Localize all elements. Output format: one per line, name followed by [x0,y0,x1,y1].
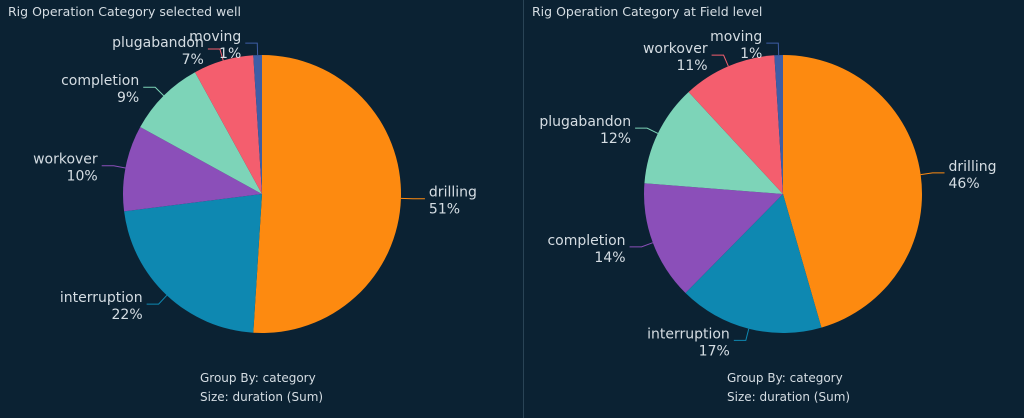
leader-line-drilling [920,172,945,176]
chart-footer: Group By: category Size: duration (Sum) [727,369,850,407]
leader-line-completion [143,86,165,97]
leader-line-moving [766,42,780,56]
slice-percent-drilling: 46% [949,176,980,192]
leader-line-workover [711,54,729,67]
pie-panel-field-level: Rig Operation Category at Field level dr… [524,0,1024,418]
slice-percent-moving: 1% [219,46,241,62]
pie-slice-moving[interactable] [253,55,262,194]
size-label: Size: duration (Sum) [727,390,851,404]
leader-line-workover [101,165,126,169]
slice-label-interruption: interruption [60,290,143,306]
slice-percent-plugabandon: 12% [600,131,631,147]
chart-title: Rig Operation Category at Field level [532,4,763,19]
panel-divider [523,0,524,418]
slice-label-interruption: interruption [647,326,730,342]
slice-label-completion: completion [547,233,625,249]
slice-label-plugabandon: plugabandon [112,35,204,51]
pie-slice-moving[interactable] [774,55,783,194]
slice-percent-plugabandon: 7% [182,52,204,68]
pie-slice-completion[interactable] [140,72,262,194]
slice-label-drilling: drilling [949,159,997,175]
pie-panel-selected-well: Rig Operation Category selected well dri… [8,4,477,407]
slice-percent-workover: 10% [67,169,98,185]
chart-footer: Group By: category Size: duration (Sum) [200,369,323,407]
slice-label-workover: workover [643,41,708,57]
slice-label-completion: completion [61,73,139,89]
leader-line-plugabandon [207,48,224,61]
pie-slice-interruption[interactable] [124,194,262,333]
slice-percent-moving: 1% [740,46,762,62]
pie-slice-workover[interactable] [123,127,262,212]
slice-label-moving: moving [710,29,762,45]
slice-percent-interruption: 22% [112,307,143,323]
leader-line-interruption [146,294,168,305]
pie-slice-workover[interactable] [688,55,783,194]
group-by-label: Group By: category [727,371,843,385]
slice-label-drilling: drilling [429,185,477,201]
slice-percent-completion: 14% [594,250,625,266]
leader-line-interruption [733,328,750,341]
slice-percent-workover: 11% [676,58,707,74]
leader-line-plugabandon [635,127,659,134]
pie-slice-completion[interactable] [644,183,783,294]
pie-slice-plugabandon[interactable] [644,91,783,194]
slice-label-moving: moving [189,29,241,45]
slice-label-workover: workover [33,152,98,168]
size-label: Size: duration (Sum) [200,390,324,404]
chart-title: Rig Operation Category selected well [8,4,241,19]
leader-line-completion [629,242,653,248]
pie-slice-interruption[interactable] [685,194,822,334]
group-by-label: Group By: category [200,371,316,385]
pie-slice-drilling[interactable] [253,55,402,334]
slice-label-plugabandon: plugabandon [539,114,631,130]
leader-line-moving [245,42,259,56]
pie-slice-plugabandon[interactable] [195,55,262,194]
slice-percent-completion: 9% [117,90,139,106]
slice-percent-drilling: 51% [429,202,460,218]
slice-percent-interruption: 17% [699,343,730,359]
pie-slice-drilling[interactable] [783,55,922,328]
